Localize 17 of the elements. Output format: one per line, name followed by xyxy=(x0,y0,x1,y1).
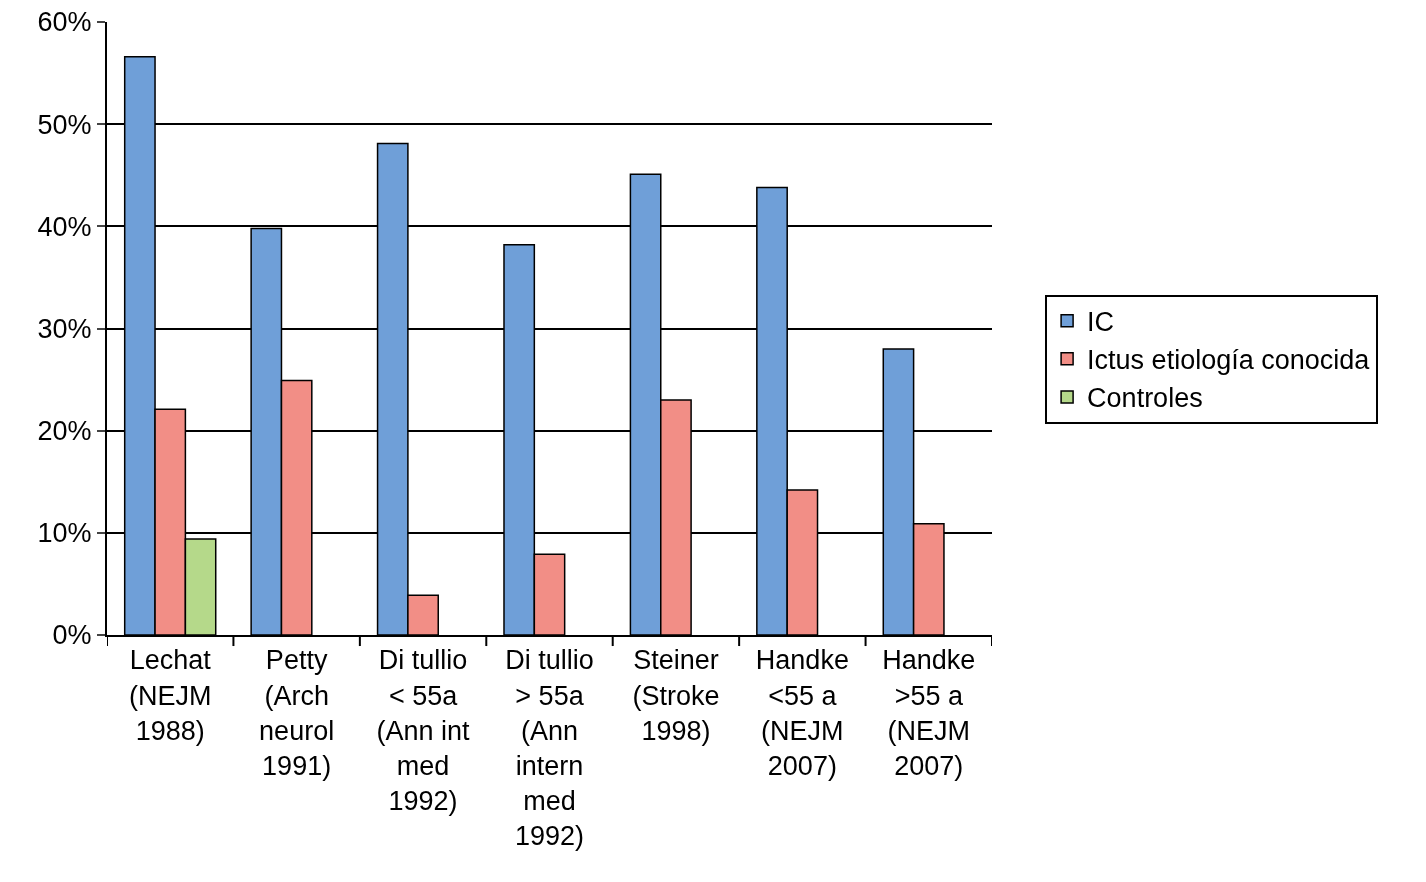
y-tick-label: 30% xyxy=(37,313,92,344)
x-tick-label: Di tullio < 55a (Ann int med 1992) xyxy=(376,645,471,816)
x-tick-label: Steiner (Stroke 1998) xyxy=(632,645,720,746)
x-tick-label: Lechat (NEJM 1988) xyxy=(128,645,212,746)
legend-label: IC xyxy=(1087,307,1115,338)
y-tick-label: 20% xyxy=(37,416,92,447)
x-tick-label: Handke >55 a (NEJM 2007) xyxy=(882,645,976,781)
y-tick-label: 10% xyxy=(37,518,92,549)
y-tick-label: 40% xyxy=(37,211,92,242)
x-tick-label: Handke <55 a (NEJM 2007) xyxy=(755,645,849,781)
y-tick-label: 0% xyxy=(52,620,92,651)
legend-label: Controles xyxy=(1087,383,1203,414)
y-tick-label: 60% xyxy=(37,7,92,38)
x-tick-label: Petty (Arch neurol 1991) xyxy=(259,645,335,781)
x-tick-label: Di tullio > 55a (Ann intern med 1992) xyxy=(505,645,594,851)
legend-label: Ictus etiología conocida xyxy=(1087,345,1371,376)
y-tick-label: 50% xyxy=(37,109,92,140)
